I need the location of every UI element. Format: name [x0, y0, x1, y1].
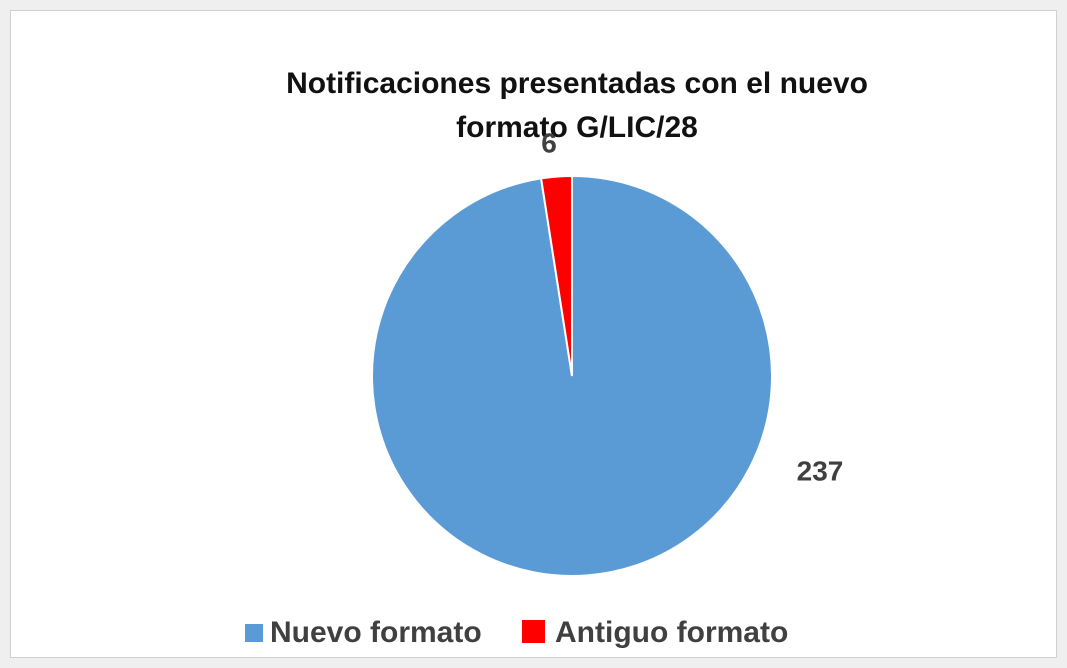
- data-label: 237: [797, 455, 844, 486]
- chart-title: Notificaciones presentadas con el nuevo: [286, 67, 868, 100]
- legend-label: Antiguo formato: [555, 616, 788, 649]
- legend-swatch: [245, 624, 263, 642]
- data-label: 6: [541, 127, 557, 158]
- legend-swatch: [522, 620, 545, 643]
- legend-label: Nuevo formato: [270, 616, 482, 649]
- pie-slice: [539, 174, 573, 377]
- chart-title: formato G/LIC/28: [456, 111, 698, 144]
